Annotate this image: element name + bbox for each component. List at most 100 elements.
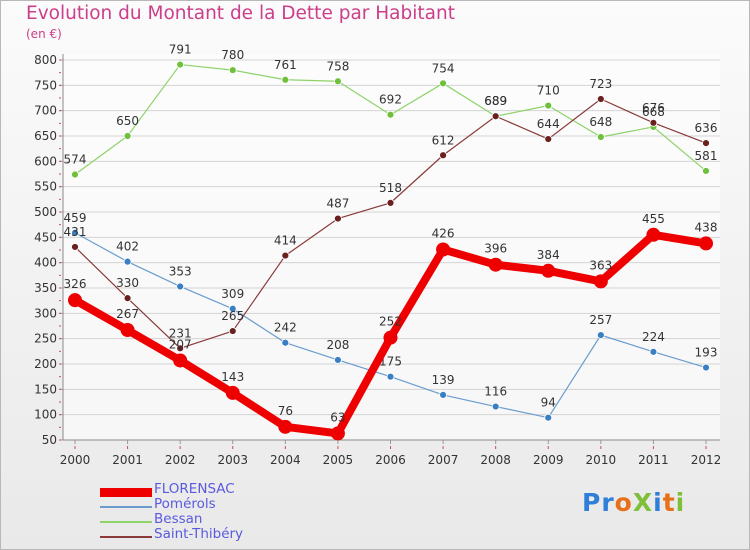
x-tick-label: 2010 (586, 453, 617, 467)
data-label-florensac: 207 (169, 337, 192, 351)
data-point-bessan (123, 132, 132, 140)
data-point-saint-thibery (228, 327, 237, 335)
x-tick-label: 2009 (533, 453, 564, 467)
data-point-saint-thibery (596, 95, 605, 103)
data-point-florensac (278, 419, 293, 434)
logo-letter: i (653, 488, 663, 517)
chart-unit-label: (en €) (26, 27, 62, 41)
data-point-florensac (646, 227, 661, 242)
data-point-pomerols (176, 282, 185, 291)
y-tick-label: 100 (34, 408, 57, 422)
logo-letter: i (675, 488, 686, 517)
data-label-pomerols: 309 (221, 287, 244, 301)
y-tick-label: 450 (34, 230, 57, 244)
data-label-bessan: 648 (589, 115, 612, 129)
data-point-florensac (593, 274, 608, 289)
data-label-florensac: 396 (484, 242, 507, 256)
data-label-florensac: 426 (432, 226, 455, 240)
data-label-saint-thibery: 612 (432, 133, 455, 147)
data-label-bessan: 780 (221, 48, 244, 62)
data-point-saint-thibery (123, 294, 132, 303)
data-point-florensac (68, 293, 82, 308)
x-tick-label: 2007 (428, 453, 459, 467)
data-point-pomerols (71, 228, 79, 237)
data-label-pomerols: 94 (541, 396, 556, 410)
y-tick-label: 250 (34, 332, 57, 346)
data-point-saint-thibery (439, 151, 447, 160)
data-label-saint-thibery: 676 (642, 101, 665, 115)
data-point-florensac (120, 323, 135, 338)
y-tick-label: 550 (34, 180, 57, 194)
data-label-pomerols: 353 (169, 264, 192, 278)
y-tick-label: 400 (34, 256, 57, 270)
data-point-saint-thibery (71, 243, 79, 251)
data-point-saint-thibery (491, 112, 500, 121)
legend-item: Bessan (100, 511, 280, 530)
data-point-florensac (436, 242, 451, 257)
logo-letter: t (662, 488, 676, 517)
data-label-florensac: 326 (64, 277, 87, 291)
data-label-bessan: 689 (484, 94, 507, 108)
data-label-bessan: 710 (537, 84, 560, 98)
data-point-florensac (488, 257, 503, 272)
x-tick-label: 2001 (112, 453, 143, 467)
data-point-bessan (71, 170, 79, 179)
data-label-saint-thibery: 330 (116, 276, 139, 290)
data-label-saint-thibery: 636 (695, 121, 718, 135)
data-point-florensac (541, 263, 556, 278)
data-label-saint-thibery: 414 (274, 234, 297, 248)
data-label-pomerols: 175 (379, 355, 402, 369)
legend-item: Saint-Thibéry (100, 526, 280, 545)
data-point-florensac (173, 353, 188, 368)
y-tick-label: 300 (34, 306, 57, 320)
data-label-saint-thibery: 431 (64, 225, 87, 239)
data-point-saint-thibery (702, 139, 710, 147)
y-tick-label: 50 (42, 433, 57, 447)
data-point-florensac (225, 385, 240, 400)
data-point-saint-thibery (281, 251, 290, 260)
data-point-pomerols (334, 356, 342, 364)
data-label-florensac: 455 (642, 212, 665, 226)
y-tick-label: 650 (34, 129, 57, 143)
data-label-pomerols: 257 (589, 313, 612, 327)
data-point-bessan (281, 75, 290, 84)
data-point-florensac (383, 330, 398, 345)
data-point-florensac (330, 426, 345, 441)
data-point-pomerols (596, 331, 605, 340)
y-tick-label: 700 (34, 104, 57, 118)
data-label-bessan: 791 (169, 43, 192, 57)
data-label-saint-thibery: 644 (537, 117, 560, 131)
data-point-pomerols (544, 413, 553, 422)
data-label-saint-thibery: 689 (484, 94, 507, 108)
legend-item: Pomérols (100, 496, 280, 515)
data-point-saint-thibery (544, 135, 553, 143)
legend-label: Bessan (154, 511, 203, 527)
x-tick-label: 2002 (165, 453, 196, 467)
chart-title: Evolution du Montant de la Dette par Hab… (26, 3, 455, 24)
data-point-bessan (228, 66, 237, 75)
data-label-florensac: 267 (116, 307, 139, 321)
data-point-pomerols (228, 304, 237, 313)
x-tick-label: 2004 (270, 453, 301, 467)
data-label-bessan: 581 (695, 149, 718, 163)
y-tick-label: 750 (34, 78, 57, 92)
data-point-bessan (334, 77, 342, 86)
data-point-saint-thibery (334, 214, 342, 223)
data-point-bessan (702, 167, 710, 175)
data-point-saint-thibery (176, 344, 185, 353)
y-tick-label: 500 (34, 205, 57, 219)
data-label-florensac: 384 (537, 248, 560, 262)
data-label-saint-thibery: 723 (589, 77, 612, 91)
data-label-bessan: 574 (64, 153, 87, 167)
x-tick-label: 2003 (217, 453, 248, 467)
x-tick-label: 2012 (691, 453, 722, 467)
y-tick-label: 200 (34, 357, 57, 371)
data-point-pomerols (123, 257, 132, 266)
data-label-pomerols: 208 (326, 338, 349, 352)
data-label-bessan: 668 (642, 105, 665, 119)
data-label-saint-thibery: 265 (221, 309, 244, 323)
data-label-bessan: 758 (326, 59, 349, 73)
data-label-florensac: 143 (221, 370, 244, 384)
data-label-pomerols: 224 (642, 330, 665, 344)
data-label-pomerols: 402 (116, 240, 139, 254)
